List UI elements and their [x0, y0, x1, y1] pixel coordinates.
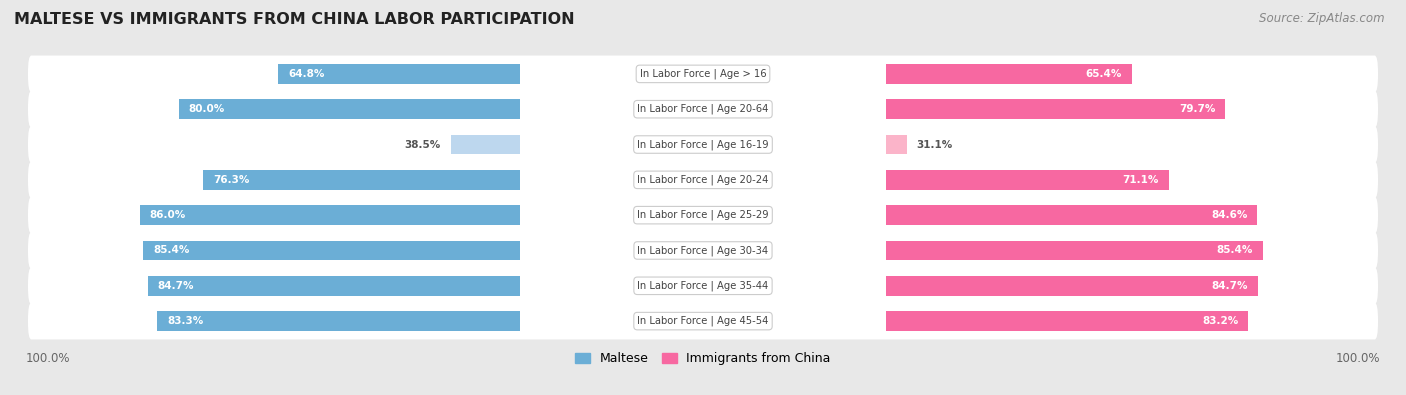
Bar: [886, 64, 1132, 84]
Bar: [886, 135, 907, 154]
FancyBboxPatch shape: [28, 91, 1378, 128]
Text: In Labor Force | Age 30-34: In Labor Force | Age 30-34: [637, 245, 769, 256]
Bar: [278, 64, 520, 84]
FancyBboxPatch shape: [28, 303, 1378, 339]
Text: 71.1%: 71.1%: [1122, 175, 1159, 185]
Text: 83.2%: 83.2%: [1202, 316, 1239, 326]
Text: 84.7%: 84.7%: [157, 281, 194, 291]
Bar: [157, 311, 520, 331]
Legend: Maltese, Immigrants from China: Maltese, Immigrants from China: [575, 352, 831, 365]
Bar: [139, 205, 520, 225]
Bar: [202, 170, 520, 190]
FancyBboxPatch shape: [28, 162, 1378, 198]
Text: 38.5%: 38.5%: [405, 139, 441, 150]
Text: Source: ZipAtlas.com: Source: ZipAtlas.com: [1260, 12, 1385, 25]
Text: 84.7%: 84.7%: [1212, 281, 1249, 291]
Text: 64.8%: 64.8%: [288, 69, 325, 79]
Text: 83.3%: 83.3%: [167, 316, 204, 326]
FancyBboxPatch shape: [28, 267, 1378, 304]
Text: 79.7%: 79.7%: [1180, 104, 1215, 114]
Text: In Labor Force | Age 25-29: In Labor Force | Age 25-29: [637, 210, 769, 220]
Bar: [886, 241, 1263, 260]
Text: In Labor Force | Age > 16: In Labor Force | Age > 16: [640, 69, 766, 79]
FancyBboxPatch shape: [28, 56, 1378, 92]
Bar: [451, 135, 520, 154]
Bar: [886, 170, 1168, 190]
Text: 86.0%: 86.0%: [149, 210, 186, 220]
FancyBboxPatch shape: [28, 197, 1378, 233]
Text: 65.4%: 65.4%: [1085, 69, 1122, 79]
Bar: [148, 276, 520, 295]
Text: 85.4%: 85.4%: [1216, 245, 1253, 256]
Bar: [886, 205, 1257, 225]
Text: In Labor Force | Age 16-19: In Labor Force | Age 16-19: [637, 139, 769, 150]
FancyBboxPatch shape: [28, 126, 1378, 163]
Text: 76.3%: 76.3%: [212, 175, 249, 185]
Bar: [886, 276, 1258, 295]
Bar: [886, 100, 1225, 119]
Text: In Labor Force | Age 20-24: In Labor Force | Age 20-24: [637, 175, 769, 185]
Bar: [886, 311, 1249, 331]
Text: 31.1%: 31.1%: [917, 139, 953, 150]
Text: In Labor Force | Age 45-54: In Labor Force | Age 45-54: [637, 316, 769, 326]
Text: 80.0%: 80.0%: [188, 104, 225, 114]
Text: 85.4%: 85.4%: [153, 245, 190, 256]
Bar: [143, 241, 520, 260]
Text: In Labor Force | Age 20-64: In Labor Force | Age 20-64: [637, 104, 769, 115]
Text: 84.6%: 84.6%: [1211, 210, 1247, 220]
Text: MALTESE VS IMMIGRANTS FROM CHINA LABOR PARTICIPATION: MALTESE VS IMMIGRANTS FROM CHINA LABOR P…: [14, 12, 575, 27]
Text: In Labor Force | Age 35-44: In Labor Force | Age 35-44: [637, 280, 769, 291]
Bar: [179, 100, 520, 119]
FancyBboxPatch shape: [28, 232, 1378, 269]
